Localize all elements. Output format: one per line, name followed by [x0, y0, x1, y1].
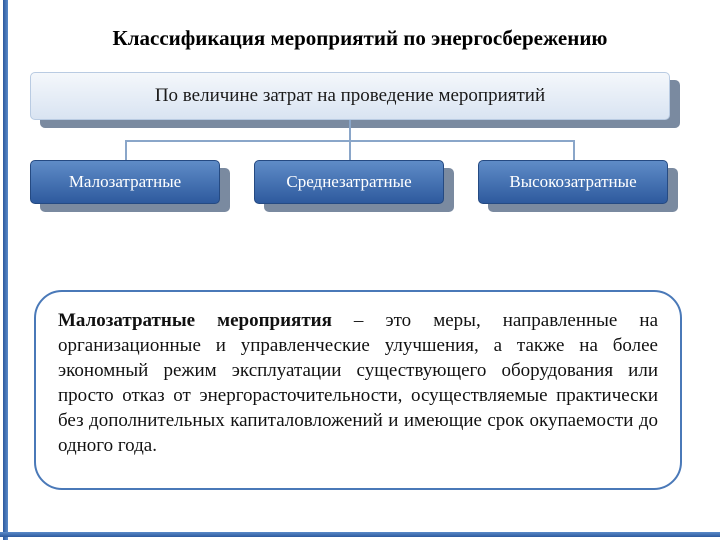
- child-label: Высокозатратные: [509, 172, 636, 192]
- child-box-low: Малозатратные: [30, 160, 220, 204]
- hierarchy-diagram: По величине затрат на проведение меропри…: [30, 72, 690, 257]
- connector-v2: [349, 140, 351, 160]
- connector-v1: [125, 140, 127, 160]
- top-box-label: По величине затрат на проведение меропри…: [155, 85, 545, 107]
- frame-left: [3, 0, 8, 540]
- connector-v-main: [349, 120, 351, 140]
- top-box: По величине затрат на проведение меропри…: [30, 72, 670, 120]
- description-term: Малозатратные мероприятия: [58, 310, 332, 331]
- child-label: Малозатратные: [69, 172, 181, 192]
- description-body: – это меры, направленные на организацион…: [58, 310, 658, 456]
- page-title: Классификация мероприятий по энергосбере…: [0, 26, 720, 51]
- child-box-mid: Среднезатратные: [254, 160, 444, 204]
- description-box: Малозатратные мероприятия – это меры, на…: [34, 290, 682, 490]
- frame-bottom: [0, 532, 720, 537]
- child-label: Среднезатратные: [286, 172, 411, 192]
- child-box-high: Высокозатратные: [478, 160, 668, 204]
- connector-v3: [573, 140, 575, 160]
